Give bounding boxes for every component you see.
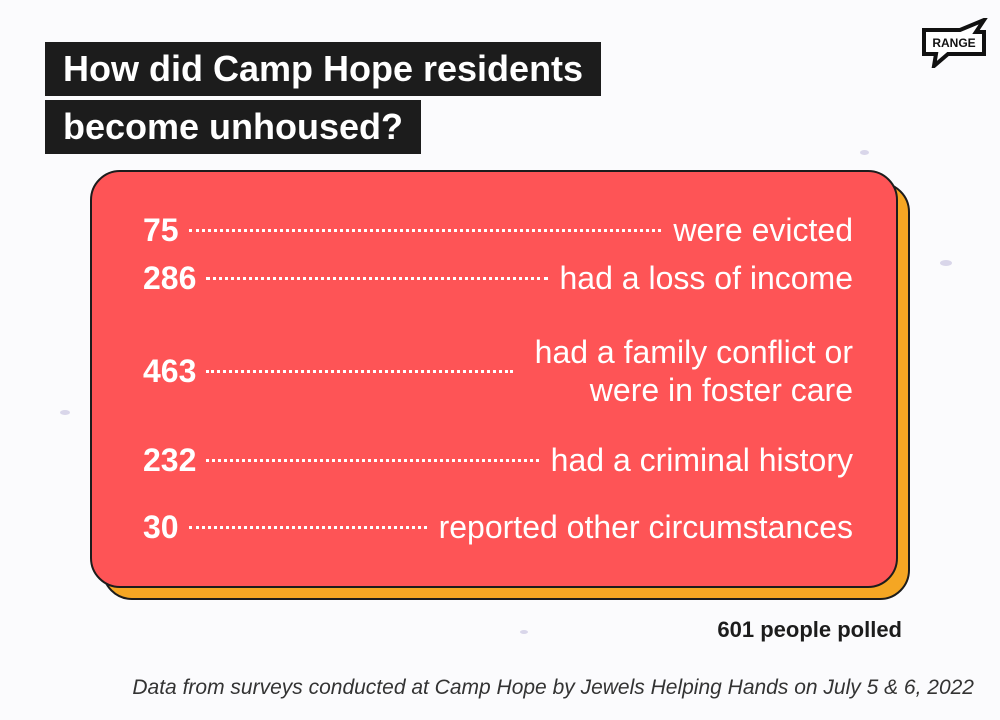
source-note: Data from surveys conducted at Camp Hope… [132,676,974,699]
total-polled: 601 people polled [717,617,902,642]
dotted-leader [206,276,548,280]
background-speck [940,260,952,266]
dotted-leader [188,525,427,529]
stat-value: 463 [143,352,197,389]
stat-row-income: 286 had a loss of income [143,259,853,297]
range-logo: RANGE [922,18,988,68]
stat-row-family: 463 had a family conflict or were in fos… [143,333,853,409]
title-line-1: How did Camp Hope residents [45,42,602,96]
dotted-leader [206,458,539,462]
stat-value: 30 [143,508,179,545]
stat-row-other: 30 reported other circumstances [143,508,853,546]
background-speck [60,410,70,415]
stat-label-line: had a family conflict or [534,334,853,370]
background-speck [860,150,869,155]
stat-row-evicted: 75 were evicted [143,211,853,249]
stat-value: 286 [143,259,197,296]
background-speck [520,630,528,634]
stats-card [90,170,898,588]
stat-label: were evicted [673,212,853,248]
title-line-2: become unhoused? [45,100,422,154]
stat-label-line: were in foster care [589,372,853,408]
stat-label: had a family conflict or were in foster … [535,333,853,409]
stat-value: 75 [143,211,179,248]
stat-label: reported other circumstances [438,509,853,545]
svg-text:RANGE: RANGE [932,36,975,50]
stat-label: had a loss of income [559,260,854,296]
dotted-leader [206,369,513,373]
stat-label: had a criminal history [550,442,853,478]
stat-row-criminal: 232 had a criminal history [143,441,853,479]
dotted-leader [188,228,662,232]
stat-value: 232 [143,441,197,478]
